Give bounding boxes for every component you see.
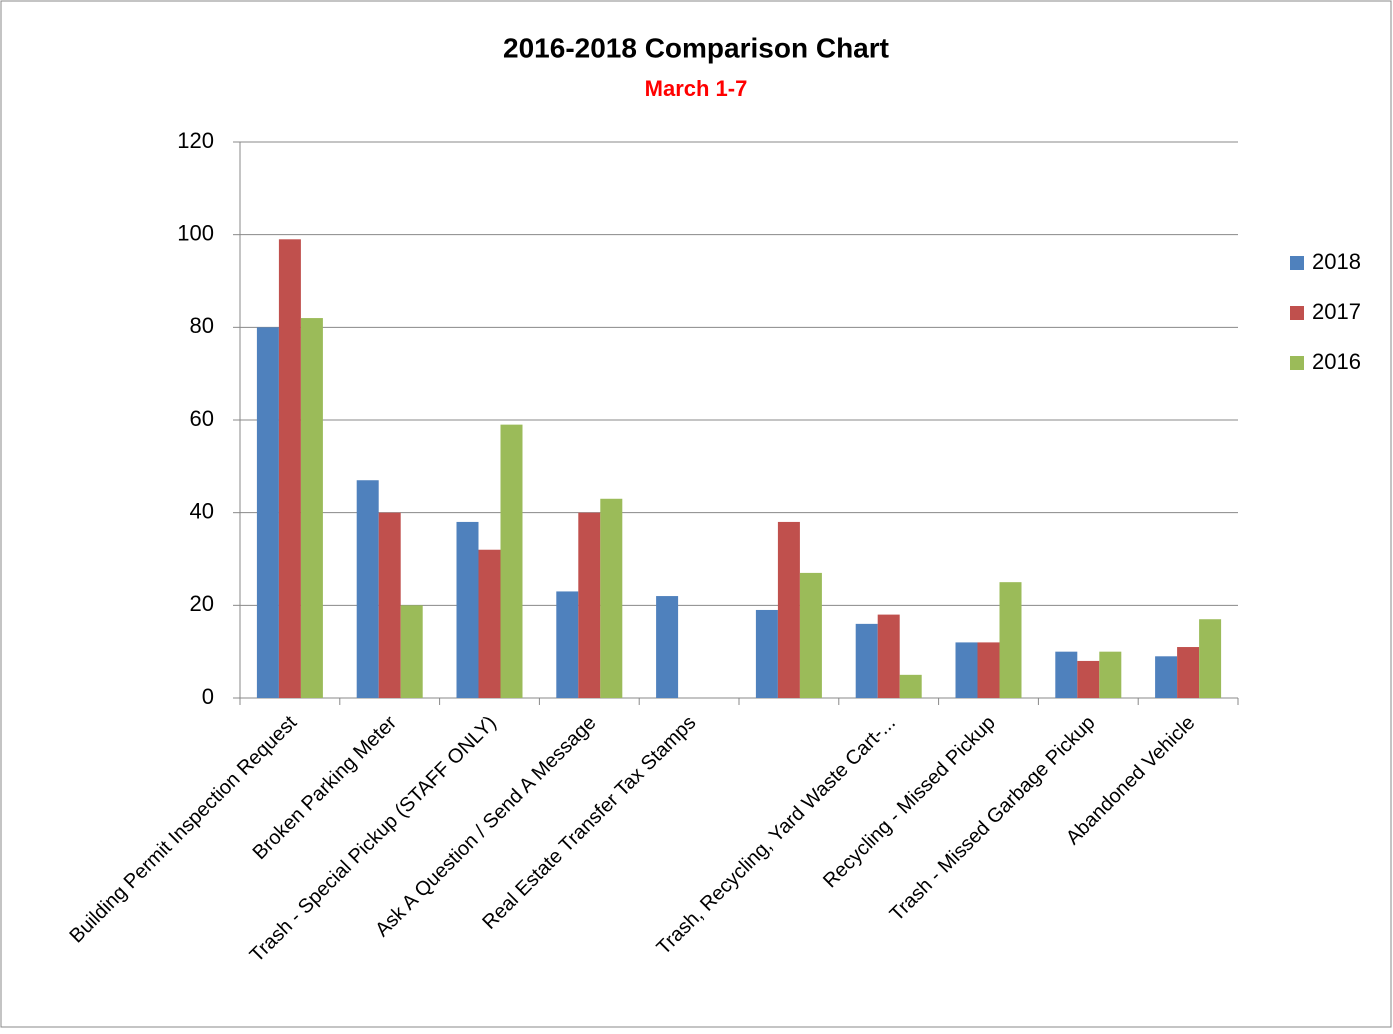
bar [578,512,601,698]
bar [656,596,679,698]
chart-subtitle: March 1-7 [645,76,748,101]
bar [977,642,1000,698]
bar [600,498,623,698]
y-tick-label: 20 [190,591,214,616]
bar [1177,647,1200,698]
legend-swatch [1290,256,1304,270]
bar [1055,651,1078,698]
bar [500,424,523,698]
y-tick-label: 0 [202,684,214,709]
bar [456,521,479,698]
bar [855,623,878,698]
legend-label: 2018 [1312,249,1361,274]
bar [556,591,579,698]
legend-label: 2016 [1312,349,1361,374]
y-tick-label: 60 [190,406,214,431]
bar [777,521,800,698]
bar [400,605,423,698]
legend-swatch [1290,356,1304,370]
bar [899,674,922,698]
bar [799,572,822,698]
bar [999,582,1022,698]
y-tick-label: 80 [190,313,214,338]
y-tick-label: 120 [177,128,214,153]
bar [478,549,501,698]
y-tick-label: 40 [190,498,214,523]
bar [278,239,301,699]
bar [1199,619,1222,698]
y-tick-label: 100 [177,220,214,245]
bar [877,614,900,698]
bar [755,609,778,698]
bar [1155,656,1178,698]
bar [1077,660,1100,698]
bar [378,512,401,698]
legend-swatch [1290,306,1304,320]
bar [256,327,279,698]
legend-label: 2017 [1312,299,1361,324]
bar [356,480,379,698]
chart-title: 2016-2018 Comparison Chart [503,32,889,63]
bar [955,642,978,698]
bar [300,318,323,698]
bar [1099,651,1122,698]
